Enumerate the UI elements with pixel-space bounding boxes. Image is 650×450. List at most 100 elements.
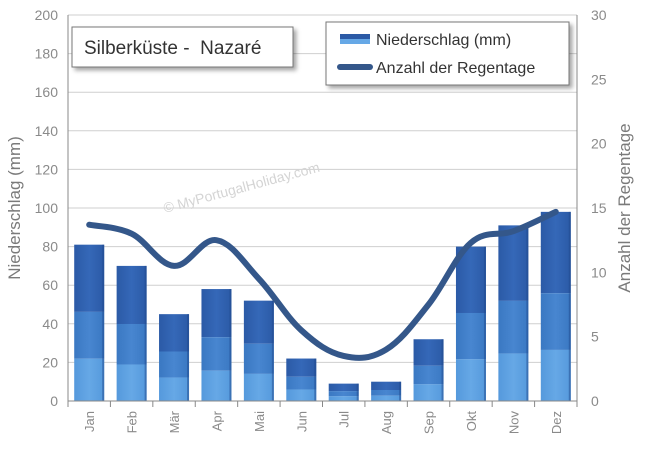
bar-edge <box>356 383 359 401</box>
bar-Apr <box>201 289 232 401</box>
bar-segment-top <box>328 383 359 392</box>
bar-edge <box>483 246 486 401</box>
bar-segment-top <box>540 211 571 294</box>
right-tick-label: 10 <box>591 264 607 280</box>
x-tick-label: Mär <box>167 410 182 433</box>
left-tick-label: 60 <box>42 277 58 293</box>
right-tick-label: 30 <box>591 7 607 23</box>
bar-Nov <box>498 225 529 401</box>
x-tick-label: Jun <box>294 411 309 432</box>
left-tick-label: 160 <box>35 84 59 100</box>
bar-segment-low <box>413 384 444 401</box>
bar-segment-mid <box>371 389 402 396</box>
right-tick-label: 15 <box>591 200 607 216</box>
bar-segment-low <box>540 349 571 401</box>
legend-label-rain-days: Anzahl der Regentage <box>376 60 535 77</box>
left-tick-label: 20 <box>42 354 58 370</box>
bar-segment-mid <box>116 323 147 365</box>
x-tick-label: Apr <box>209 410 224 431</box>
bar-edge <box>399 381 402 401</box>
x-tick-label: Nov <box>506 411 521 435</box>
legend-swatch-bar-low <box>340 39 370 44</box>
bar-segment-mid <box>201 337 232 371</box>
bar-edge <box>187 314 190 401</box>
bar-segment-low <box>159 377 190 401</box>
bar-edge <box>441 339 444 401</box>
bar-segment-low <box>116 364 147 401</box>
legend-item-rain-days: Anzahl der Regentage <box>337 60 535 77</box>
bar-Jul <box>328 383 359 401</box>
right-axis-title: Anzahl der Regentage <box>615 123 634 292</box>
bar-Aug <box>371 381 402 401</box>
bar-segment-top <box>413 339 444 366</box>
bar-Jan <box>74 244 105 401</box>
left-tick-label: 180 <box>35 46 59 62</box>
left-axis-ticks: 0 20 40 60 80 100 120 140 160 180 200 <box>35 7 59 409</box>
x-tick-label: Feb <box>125 411 140 433</box>
bar-Jun <box>286 358 317 401</box>
bar-segment-top <box>243 300 274 344</box>
bar-segment-low <box>74 358 105 401</box>
x-tick-label: Jul <box>337 411 352 428</box>
legend-label-precipitation: Niederschlag (mm) <box>376 32 511 49</box>
right-tick-label: 5 <box>591 329 599 345</box>
left-tick-label: 140 <box>35 123 59 139</box>
bar-series <box>74 211 571 401</box>
left-tick-label: 120 <box>35 161 59 177</box>
left-tick-label: 40 <box>42 316 58 332</box>
left-tick-label: 80 <box>42 239 58 255</box>
bar-edge <box>568 211 571 401</box>
bar-segment-low <box>201 370 232 401</box>
bar-edge <box>229 289 232 401</box>
bar-segment-low <box>455 359 486 401</box>
gridlines <box>68 14 577 363</box>
x-tick-label: Jan <box>82 411 97 432</box>
bar-Okt <box>455 246 486 401</box>
left-axis-title: Niederschlag (mm) <box>5 136 24 280</box>
x-tick-label: Dez <box>549 411 564 434</box>
right-tick-label: 0 <box>591 393 599 409</box>
watermark: © MyPortugalHoliday.com <box>162 159 322 216</box>
bar-segment-top <box>74 244 105 312</box>
bar-Mai <box>243 300 274 401</box>
bar-segment-mid <box>540 293 571 350</box>
legend-item-precipitation: Niederschlag (mm) <box>340 32 511 49</box>
bar-segment-mid <box>159 351 190 378</box>
bar-segment-top <box>159 314 190 352</box>
title-box: Silberküste - Nazaré <box>71 26 294 68</box>
bar-segment-top <box>498 225 529 301</box>
bar-segment-top <box>201 289 232 338</box>
left-tick-label: 200 <box>35 7 59 23</box>
bar-segment-low <box>498 353 529 401</box>
x-tick-label: Okt <box>464 411 479 432</box>
bar-Feb <box>116 265 147 401</box>
left-tick-label: 100 <box>35 200 59 216</box>
right-tick-label: 20 <box>591 136 607 152</box>
x-tick-label: Sep <box>422 411 437 434</box>
x-axis-labels: Jan Feb Mär Apr Mai Jun Jul Aug Sep Okt Nov Dez <box>82 410 564 434</box>
bar-segment-mid <box>413 365 444 385</box>
legend-swatch-bar-top <box>340 34 370 39</box>
chart-title: Silberküste - Nazaré <box>84 38 261 59</box>
bar-edge <box>526 225 529 401</box>
bar-segment-low <box>286 389 317 401</box>
bar-segment-mid <box>328 391 359 397</box>
bar-segment-low <box>328 396 359 401</box>
bar-Mär <box>159 314 190 401</box>
bar-edge <box>144 265 147 401</box>
bar-segment-mid <box>243 343 274 374</box>
bar-segment-top <box>116 265 147 324</box>
right-axis-ticks: 0 5 10 15 20 25 30 <box>591 7 607 409</box>
bar-Sep <box>413 339 444 401</box>
bar-segment-mid <box>74 311 105 359</box>
x-tick-label: Aug <box>379 411 394 434</box>
bar-edge <box>271 300 274 401</box>
bar-segment-mid <box>286 376 317 390</box>
x-tick-label: Mai <box>252 411 267 432</box>
bar-segment-top <box>286 358 317 377</box>
bar-segment-mid <box>498 300 529 354</box>
x-tick-marks <box>67 401 578 407</box>
bar-segment-low <box>243 373 274 401</box>
bar-edge <box>314 358 317 401</box>
bar-Dez <box>540 211 571 401</box>
